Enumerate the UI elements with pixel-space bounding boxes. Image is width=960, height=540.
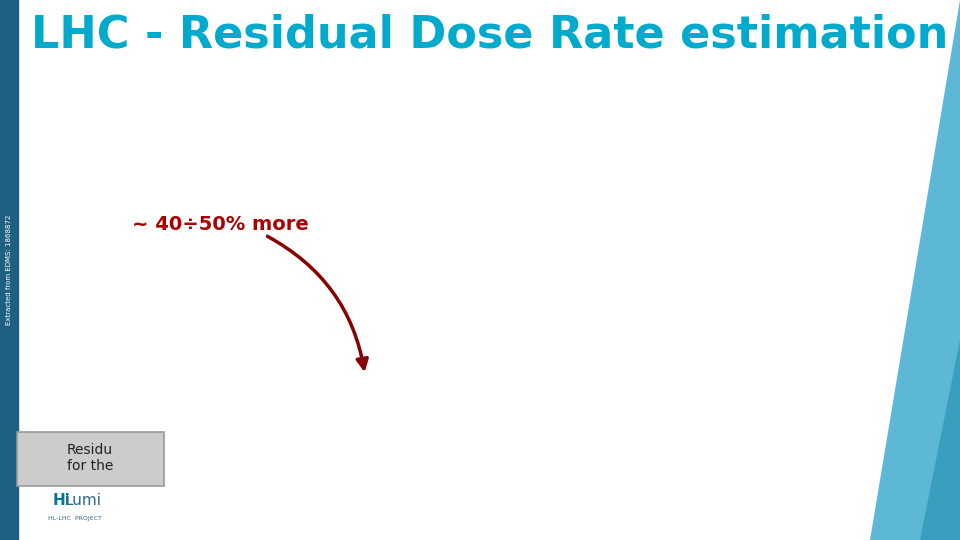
Bar	[513, 270, 539, 282]
Bar	[312, 270, 324, 282]
Bar	[539, 270, 549, 282]
Bar	[324, 270, 338, 282]
Bar	[338, 49, 350, 60]
Bar	[350, 270, 364, 282]
Bar	[502, 270, 508, 282]
Y-axis label: Transversal distance [m]: Transversal distance [m]	[11, 253, 15, 314]
Bar	[299, 270, 312, 282]
Bar	[207, 270, 241, 282]
Title: LS3 - IR1 Ambient Dose Equivalent Rate @ working distance: LS3 - IR1 Ambient Dose Equivalent Rate @…	[378, 271, 611, 280]
Bar	[539, 49, 549, 60]
Text: Extracted from EDMS: 1868872: Extracted from EDMS: 1868872	[6, 215, 12, 325]
Bar	[481, 270, 502, 282]
Bar	[168, 270, 179, 282]
Bar	[364, 49, 377, 60]
Bar	[730, 49, 756, 60]
Legend: 1 week, 2 months, 6 months, 1 year: 1 week, 2 months, 6 months, 1 year	[775, 284, 818, 312]
Text: -200: -200	[9, 459, 18, 463]
Y-axis label: Residual Dose Rate [µSv/h]: Residual Dose Rate [µSv/h]	[127, 331, 132, 406]
Y-axis label: Residual Dose Rate [µSv/h]: Residual Dose Rate [µSv/h]	[127, 110, 132, 185]
Bar	[461, 270, 481, 282]
Text: ~ 40÷50% more: ~ 40÷50% more	[132, 215, 308, 234]
Bar	[573, 49, 586, 60]
Bar	[207, 49, 241, 60]
Bar	[573, 270, 586, 282]
Text: LHC - Residual Dose Rate estimation: LHC - Residual Dose Rate estimation	[32, 14, 948, 57]
X-axis label: Distance from IP [cm]: Distance from IP [cm]	[465, 472, 524, 477]
Bar	[168, 49, 179, 60]
Bar	[285, 49, 299, 60]
Bar	[364, 270, 377, 282]
Text: Residu
for the: Residu for the	[67, 443, 113, 473]
Bar	[179, 270, 207, 282]
Legend: 1 week, 2 months, 6 months, 1 year: 1 week, 2 months, 6 months, 1 year	[775, 62, 818, 90]
Bar	[241, 270, 277, 282]
Bar	[677, 49, 690, 60]
Bar	[555, 49, 564, 60]
Polygon shape	[920, 340, 960, 540]
Bar	[324, 49, 338, 60]
Text: -20: -20	[12, 284, 18, 288]
Text: Hi: Hi	[53, 493, 71, 508]
Bar	[0, 0, 18, 540]
Bar	[769, 49, 789, 60]
FancyBboxPatch shape	[17, 432, 164, 486]
Bar	[461, 49, 481, 60]
Bar	[241, 49, 277, 60]
Bar	[481, 49, 502, 60]
Bar	[555, 270, 564, 282]
Text: 20: 20	[13, 187, 18, 191]
Bar	[730, 270, 756, 282]
Text: -60: -60	[12, 381, 18, 385]
Text: Lumi: Lumi	[64, 493, 102, 508]
Bar	[377, 270, 416, 282]
Text: 70: 70	[13, 94, 18, 98]
Title: LS2 - IR1 Ambient Dose Equivalent Rate @ working distance: LS2 - IR1 Ambient Dose Equivalent Rate @…	[379, 50, 610, 59]
Text: HL-LHC  PROJECT: HL-LHC PROJECT	[48, 516, 102, 521]
Bar	[338, 270, 350, 282]
Bar	[22, 271, 132, 306]
Bar	[312, 49, 324, 60]
Bar	[513, 49, 539, 60]
Bar	[299, 49, 312, 60]
Bar	[179, 49, 207, 60]
Bar	[350, 49, 364, 60]
Bar	[502, 49, 508, 60]
Bar	[677, 270, 690, 282]
Bar	[625, 49, 643, 60]
X-axis label: Distance from IP [cm]: Distance from IP [cm]	[465, 251, 524, 255]
Bar	[625, 270, 643, 282]
Bar	[769, 270, 789, 282]
Bar	[377, 49, 416, 60]
Polygon shape	[870, 0, 960, 540]
Bar	[285, 270, 299, 282]
